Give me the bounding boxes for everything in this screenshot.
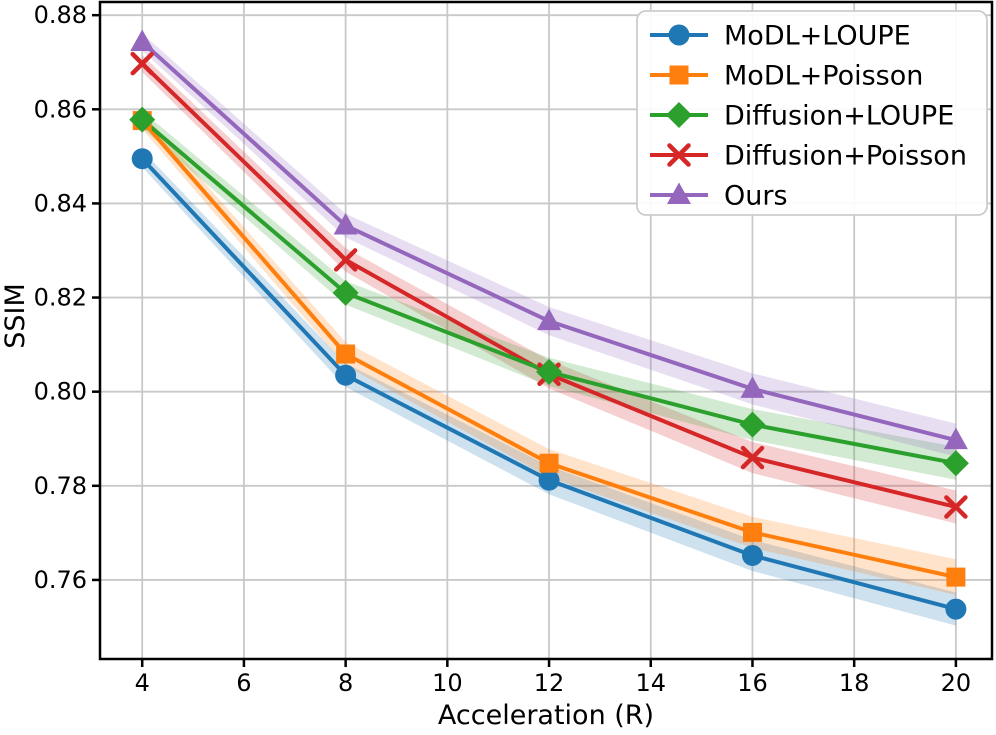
marker-x-diffusion-poisson (333, 248, 358, 272)
marker-triangle-ours (130, 29, 155, 52)
legend-circle-marker (668, 24, 690, 46)
y-tick-label: 0.82 (34, 284, 87, 312)
legend-triangle-marker (667, 182, 691, 204)
legend-item-modl-poisson: MoDL+Poisson (650, 61, 923, 92)
legend-label: MoDL+LOUPE (724, 21, 911, 52)
x-tick-label: 14 (635, 669, 666, 697)
x-tick-label: 18 (839, 669, 870, 697)
marker-square-modl-poisson (539, 453, 559, 473)
y-tick-label: 0.78 (34, 472, 87, 500)
x-tick-label: 12 (534, 669, 565, 697)
y-tick-label: 0.88 (34, 1, 87, 29)
legend-x-marker (667, 143, 691, 167)
marker-diamond-diffusion-loupe (942, 450, 969, 477)
marker-square-modl-poisson (336, 344, 356, 364)
x-axis-label: Acceleration (R) (438, 700, 654, 731)
x-tick-label: 4 (135, 669, 150, 697)
confidence-band-diffusion-poisson (142, 55, 956, 524)
x-tick-label: 6 (236, 669, 251, 697)
marker-square-modl-poisson (742, 522, 762, 542)
marker-diamond-diffusion-loupe (332, 279, 359, 306)
legend-item-diffusion-poisson: Diffusion+Poisson (650, 141, 967, 172)
legend-item-ours: Ours (650, 181, 788, 212)
legend-label: Diffusion+Poisson (724, 141, 967, 172)
y-tick-label: 0.84 (34, 189, 87, 217)
marker-circle-modl-loupe (538, 469, 560, 491)
legend-label: Diffusion+LOUPE (724, 101, 954, 132)
confidence-bands (142, 33, 956, 626)
marker-circle-modl-loupe (335, 364, 357, 386)
legend-box (636, 10, 988, 216)
y-tick-label: 0.86 (34, 95, 87, 123)
marker-x-diffusion-poisson (944, 495, 968, 519)
marker-diamond-diffusion-loupe (129, 106, 156, 133)
marker-circle-modl-loupe (945, 598, 967, 620)
legend-square-marker (669, 65, 689, 85)
marker-square-modl-poisson (946, 567, 966, 587)
legend-item-diffusion-loupe: Diffusion+LOUPE (650, 101, 954, 132)
x-tick-label: 10 (432, 669, 463, 697)
x-tick-label: 8 (338, 669, 353, 697)
y-tick-label: 0.80 (34, 378, 87, 406)
legend: MoDL+LOUPE MoDL+Poisson Diffusion+LOUPE Dif… (636, 10, 988, 216)
marker-diamond-diffusion-loupe (536, 358, 563, 385)
legend-item-modl-loupe: MoDL+LOUPE (650, 21, 911, 52)
confidence-band-modl-loupe (142, 150, 956, 626)
marker-triangle-ours (943, 427, 968, 450)
legend-diamond-marker (666, 102, 692, 128)
plot-border (98, 0, 994, 661)
y-axis-label: SSIM (0, 283, 31, 349)
x-tick-label: 16 (737, 669, 768, 697)
marker-circle-modl-loupe (741, 544, 763, 566)
confidence-band-modl-poisson (142, 112, 956, 595)
confidence-band-ours (142, 33, 956, 457)
marker-triangle-ours (740, 376, 765, 398)
legend-label: MoDL+Poisson (724, 61, 923, 92)
marker-triangle-ours (537, 308, 562, 331)
marker-circle-modl-loupe (131, 148, 153, 170)
data-markers (129, 29, 969, 620)
confidence-band-diffusion-loupe (142, 111, 956, 480)
axis-tick-labels: 4 6 8 10 12 14 16 18 20 0.76 0.78 0.80 0.82 0.84 0.86 0… (34, 1, 972, 697)
legend-label: Ours (724, 181, 788, 212)
marker-x-diffusion-poisson (130, 51, 154, 76)
x-tick-label: 20 (941, 669, 972, 697)
y-tick-label: 0.76 (34, 566, 87, 594)
marker-diamond-diffusion-loupe (739, 411, 766, 438)
axis-ticks (92, 13, 958, 667)
marker-triangle-ours (333, 213, 358, 235)
marker-x-diffusion-poisson (740, 445, 765, 470)
